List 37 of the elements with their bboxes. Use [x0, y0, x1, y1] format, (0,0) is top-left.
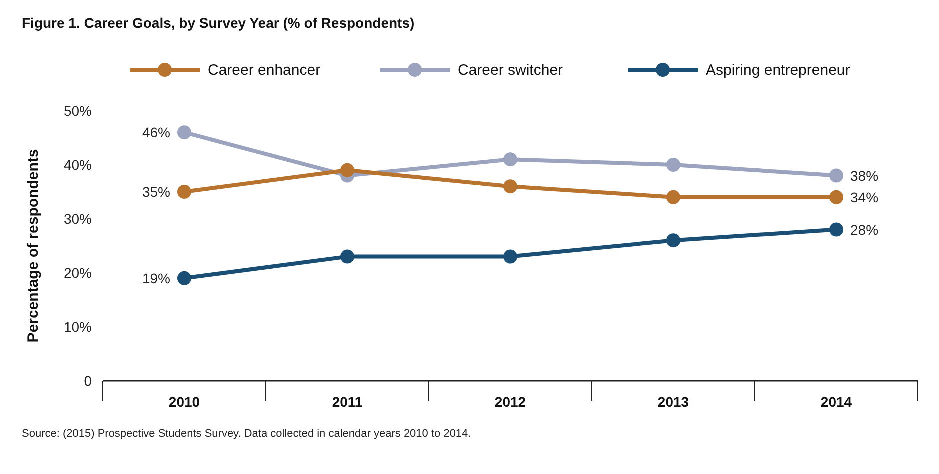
data-label: 28%: [850, 222, 879, 238]
point: [504, 152, 518, 167]
x-tick-label: 2014: [820, 394, 852, 410]
y-tick-label: 20%: [64, 265, 92, 281]
point: [504, 180, 518, 194]
legend-label: Career enhancer: [208, 62, 321, 79]
data-label: 38%: [850, 168, 879, 184]
point: [666, 158, 680, 172]
x-tick-label: 2013: [658, 394, 690, 410]
x-tick-label: 2012: [494, 394, 526, 410]
point: [178, 185, 192, 199]
x-tick-label: 2011: [332, 394, 363, 410]
point: [504, 250, 518, 264]
point: [340, 163, 354, 178]
point: [340, 250, 354, 264]
legend-label: Career switcher: [458, 62, 564, 79]
data-label: 46%: [142, 124, 170, 141]
chart-title: Figure 1. Career Goals, by Survey Year (% of Respondents): [22, 15, 415, 31]
y-tick-label: 50%: [64, 103, 92, 119]
source-note: Source: (2015) Prospective Students Survey. Data collected in calendar years 2010 to 2014.: [22, 428, 472, 440]
y-tick-label: 10%: [64, 319, 92, 335]
data-label: 35%: [142, 184, 170, 200]
y-axis-title: Percentage of respondents: [25, 149, 42, 343]
point: [178, 271, 192, 286]
point: [666, 234, 680, 248]
legend-label: Aspiring entrepreneur: [706, 62, 850, 79]
data-label: 19%: [142, 270, 170, 286]
point: [666, 190, 680, 204]
data-label: 34%: [850, 189, 879, 206]
point: [830, 222, 844, 237]
y-tick-label: 40%: [64, 157, 92, 173]
x-tick-label: 2010: [168, 394, 200, 410]
point: [830, 168, 844, 183]
point: [178, 126, 192, 140]
y-tick-label: 30%: [64, 211, 92, 227]
y-tick-label: 0: [84, 373, 92, 389]
point: [830, 190, 844, 204]
